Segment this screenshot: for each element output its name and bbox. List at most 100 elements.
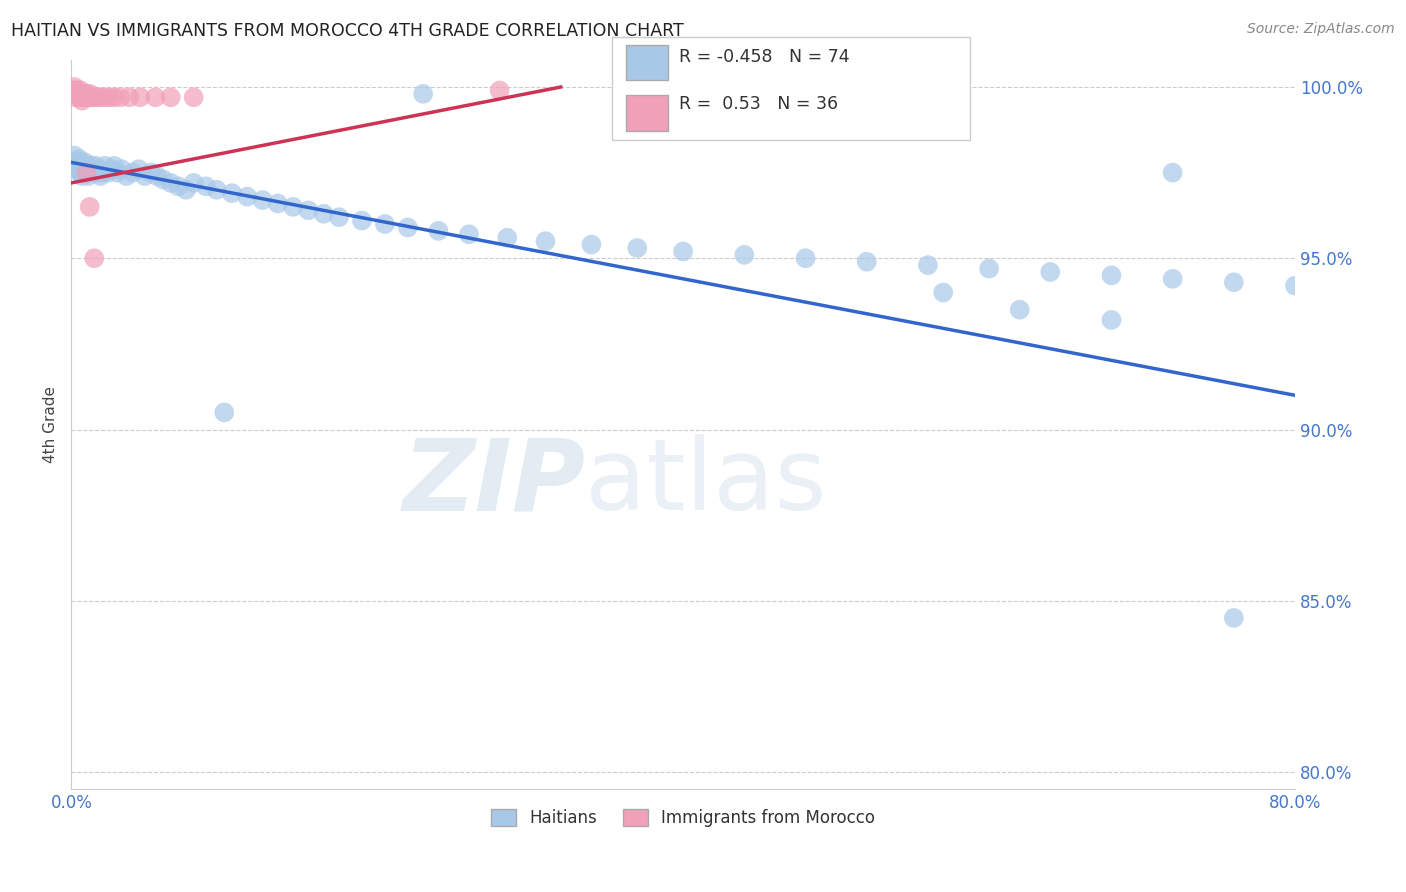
Point <box>152 172 174 186</box>
Point <box>1039 265 1062 279</box>
Text: Source: ZipAtlas.com: Source: ZipAtlas.com <box>1247 22 1395 37</box>
Point <box>917 258 939 272</box>
Point <box>1101 313 1123 327</box>
Point <box>174 183 197 197</box>
Point <box>488 83 510 97</box>
Point <box>77 169 100 183</box>
Point <box>62 83 84 97</box>
Point <box>297 203 319 218</box>
Point <box>118 90 141 104</box>
Point <box>159 176 181 190</box>
Point <box>458 227 481 242</box>
Point <box>67 90 90 104</box>
Point <box>115 169 138 183</box>
Point <box>733 248 755 262</box>
Point <box>932 285 955 300</box>
Text: atlas: atlas <box>585 434 827 532</box>
Point <box>66 87 89 101</box>
Point <box>1161 272 1184 286</box>
Point <box>72 90 94 104</box>
Point <box>86 166 108 180</box>
Point <box>77 90 100 104</box>
Point <box>79 200 101 214</box>
Point <box>252 193 274 207</box>
Point <box>75 155 97 169</box>
Point <box>350 213 373 227</box>
Point <box>69 166 91 180</box>
Y-axis label: 4th Grade: 4th Grade <box>44 386 58 463</box>
Point <box>139 166 162 180</box>
Point <box>281 200 304 214</box>
Point <box>67 152 90 166</box>
Point <box>63 148 86 162</box>
Point <box>97 166 120 180</box>
Point <box>1223 611 1246 625</box>
Point <box>412 87 434 101</box>
Point <box>90 166 112 180</box>
Point <box>66 162 89 177</box>
Text: R = -0.458   N = 74: R = -0.458 N = 74 <box>679 48 849 66</box>
Point <box>70 87 93 101</box>
Point <box>103 90 125 104</box>
Point <box>83 90 105 104</box>
Point <box>79 87 101 101</box>
Point <box>183 176 205 190</box>
Point <box>72 159 94 173</box>
Point <box>977 261 1000 276</box>
Point <box>129 90 152 104</box>
Point <box>89 169 111 183</box>
Point <box>94 159 117 173</box>
Point <box>75 90 97 104</box>
Point <box>794 252 817 266</box>
Point <box>427 224 450 238</box>
Point <box>67 159 90 173</box>
Point <box>65 83 87 97</box>
Point <box>65 90 87 104</box>
Point <box>134 169 156 183</box>
Point <box>855 254 877 268</box>
Text: HAITIAN VS IMMIGRANTS FROM MOROCCO 4TH GRADE CORRELATION CHART: HAITIAN VS IMMIGRANTS FROM MOROCCO 4TH G… <box>11 22 683 40</box>
Point <box>87 162 110 177</box>
Point <box>267 196 290 211</box>
Point <box>80 159 103 173</box>
Point <box>69 83 91 97</box>
Point <box>72 166 94 180</box>
Point <box>70 169 93 183</box>
Point <box>205 183 228 197</box>
Point <box>63 87 86 101</box>
Point <box>1101 268 1123 283</box>
Point <box>65 155 87 169</box>
Point <box>67 87 90 101</box>
Point <box>374 217 396 231</box>
Point <box>128 162 150 177</box>
Point <box>76 166 98 180</box>
Legend: Haitians, Immigrants from Morocco: Haitians, Immigrants from Morocco <box>484 801 883 836</box>
Point <box>214 405 236 419</box>
Point <box>496 231 519 245</box>
Point <box>66 83 89 97</box>
Point <box>82 166 104 180</box>
Point <box>69 155 91 169</box>
Point <box>146 169 169 183</box>
Point <box>328 210 350 224</box>
Point <box>105 166 128 180</box>
Point <box>1161 166 1184 180</box>
Point <box>86 90 108 104</box>
Point <box>111 162 134 177</box>
Point <box>103 159 125 173</box>
Text: ZIP: ZIP <box>402 434 585 532</box>
Point <box>70 162 93 177</box>
Point <box>110 90 132 104</box>
Point <box>98 90 121 104</box>
Point <box>84 159 107 173</box>
Point <box>76 87 98 101</box>
Point <box>100 162 122 177</box>
Point <box>159 90 181 104</box>
Point <box>72 87 94 101</box>
Point <box>167 179 190 194</box>
Point <box>121 166 143 180</box>
Point <box>145 90 167 104</box>
Text: R =  0.53   N = 36: R = 0.53 N = 36 <box>679 95 838 113</box>
Point <box>396 220 419 235</box>
Point <box>236 189 259 203</box>
